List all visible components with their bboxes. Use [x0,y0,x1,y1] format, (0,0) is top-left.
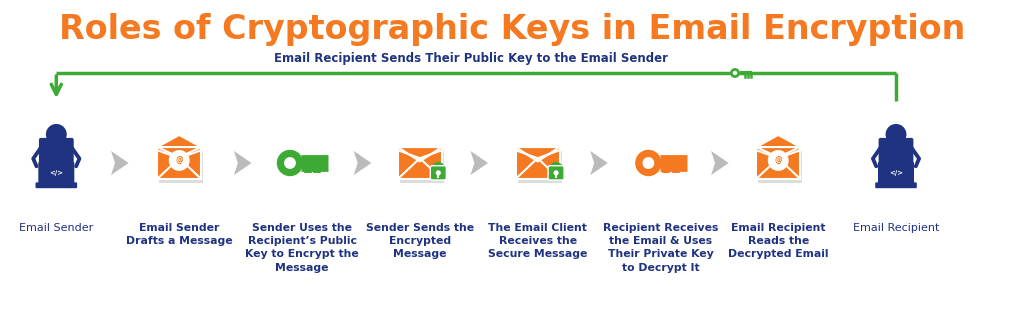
FancyBboxPatch shape [876,182,916,188]
FancyBboxPatch shape [878,162,914,185]
FancyBboxPatch shape [548,166,564,180]
Polygon shape [516,147,559,162]
FancyBboxPatch shape [399,151,443,183]
Text: The Email Client
Receives the
Secure Message: The Email Client Receives the Secure Mes… [487,223,588,259]
Polygon shape [757,147,800,157]
FancyBboxPatch shape [430,166,446,180]
FancyBboxPatch shape [758,151,802,183]
Circle shape [554,170,559,176]
Polygon shape [233,151,252,175]
FancyBboxPatch shape [757,147,800,179]
FancyBboxPatch shape [38,162,75,185]
Circle shape [46,124,67,145]
FancyBboxPatch shape [39,138,74,163]
FancyBboxPatch shape [516,147,559,179]
Circle shape [733,71,737,75]
Text: Email Recipient
Reads the
Decrypted Email: Email Recipient Reads the Decrypted Emai… [728,223,828,259]
Circle shape [642,157,654,169]
Text: Sender Uses the
Recipient’s Public
Key to Encrypt the
Message: Sender Uses the Recipient’s Public Key t… [245,223,359,273]
Circle shape [768,150,788,171]
Circle shape [635,150,662,176]
Text: </>: </> [49,170,63,176]
Text: @: @ [175,156,183,165]
FancyBboxPatch shape [158,147,201,179]
FancyBboxPatch shape [517,151,561,183]
Circle shape [730,68,740,78]
Text: </>: </> [889,170,903,176]
FancyBboxPatch shape [159,151,203,183]
Text: @: @ [774,156,782,165]
Polygon shape [757,135,800,147]
Circle shape [284,157,296,169]
Polygon shape [470,151,488,175]
Text: Roles of Cryptographic Keys in Email Encryption: Roles of Cryptographic Keys in Email Enc… [58,13,966,46]
Text: Email Recipient: Email Recipient [853,223,939,233]
Polygon shape [158,135,201,147]
Polygon shape [590,151,608,175]
Polygon shape [353,151,372,175]
Circle shape [436,170,441,176]
FancyBboxPatch shape [36,182,77,188]
Circle shape [169,150,189,171]
Polygon shape [158,147,201,157]
Circle shape [276,150,303,176]
Text: Recipient Receives
the Email & Uses
Their Private Key
to Decrypt It: Recipient Receives the Email & Uses Thei… [603,223,718,273]
Text: Email Sender
Drafts a Message: Email Sender Drafts a Message [126,223,232,246]
FancyBboxPatch shape [879,138,913,163]
Text: Email Recipient Sends Their Public Key to the Email Sender: Email Recipient Sends Their Public Key t… [274,52,668,65]
Text: Sender Sends the
Encrypted
Message: Sender Sends the Encrypted Message [366,223,474,259]
Polygon shape [111,151,129,175]
Polygon shape [398,147,441,162]
Circle shape [886,124,906,145]
Polygon shape [711,151,729,175]
Text: Email Sender: Email Sender [19,223,93,233]
FancyBboxPatch shape [398,147,441,179]
